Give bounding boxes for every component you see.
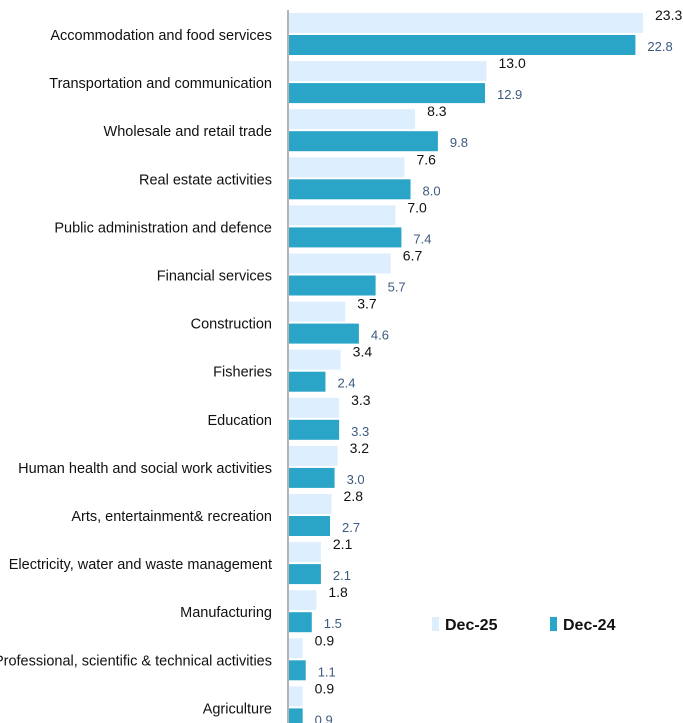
- bars-group: [289, 13, 643, 723]
- value-label-dec-25-real-estate-activities: 7.6: [416, 151, 436, 167]
- category-label-electricity-water-and-waste-management: Electricity, water and waste management: [9, 557, 272, 573]
- bar-dec-25-financial-services: [289, 253, 391, 274]
- category-label-fisheries: Fisheries: [213, 365, 272, 381]
- bar-dec-24-transportation-and-communication: [289, 83, 485, 104]
- bar-dec-24-wholesale-and-retail-trade: [289, 131, 438, 152]
- bar-dec-25-real-estate-activities: [289, 157, 405, 178]
- legend-label-dec-24: Dec-24: [563, 617, 616, 634]
- legend-swatch-dec-24: [550, 617, 557, 631]
- bar-dec-24-human-health-and-social-work-activities: [289, 467, 335, 488]
- value-label-dec-24-agriculture: 0.9: [315, 712, 333, 723]
- value-label-dec-24-real-estate-activities: 8.0: [423, 183, 441, 198]
- bar-dec-24-agriculture: [289, 708, 303, 723]
- value-label-dec-24-construction: 4.6: [371, 328, 389, 343]
- category-label-transportation-and-communication: Transportation and communication: [49, 76, 272, 92]
- value-label-dec-24-public-administration-and-defence: 7.4: [413, 231, 431, 246]
- value-label-dec-24-fisheries: 2.4: [337, 376, 355, 391]
- bar-dec-25-agriculture: [289, 686, 303, 707]
- value-label-dec-25-arts-entertainment-recreation: 2.8: [344, 488, 364, 504]
- value-label-dec-25-financial-services: 6.7: [403, 248, 423, 264]
- value-label-dec-25-construction: 3.7: [357, 296, 377, 312]
- legend: Dec-25 Dec-24: [432, 617, 616, 634]
- value-label-dec-25-professional-scientific-technical-activities: 0.9: [315, 632, 335, 648]
- bar-dec-25-accommodation-and-food-services: [289, 13, 643, 33]
- value-label-dec-25-education: 3.3: [351, 392, 371, 408]
- value-label-dec-25-human-health-and-social-work-activities: 3.2: [350, 440, 370, 456]
- bar-dec-25-construction: [289, 301, 346, 322]
- value-label-dec-25-public-administration-and-defence: 7.0: [407, 199, 427, 215]
- value-label-dec-24-professional-scientific-technical-activities: 1.1: [318, 664, 336, 679]
- bar-dec-24-accommodation-and-food-services: [289, 35, 636, 55]
- category-label-wholesale-and-retail-trade: Wholesale and retail trade: [104, 124, 272, 140]
- value-label-dec-24-manufacturing: 1.5: [324, 616, 342, 631]
- bar-dec-24-professional-scientific-technical-activities: [289, 660, 306, 681]
- category-label-agriculture: Agriculture: [203, 701, 272, 717]
- category-label-manufacturing: Manufacturing: [180, 605, 272, 621]
- category-label-education: Education: [208, 413, 273, 429]
- category-label-financial-services: Financial services: [157, 269, 272, 285]
- bar-dec-24-electricity-water-and-waste-management: [289, 564, 321, 585]
- legend-label-dec-25: Dec-25: [445, 617, 498, 634]
- value-label-dec-25-transportation-and-communication: 13.0: [499, 55, 526, 71]
- bar-dec-25-arts-entertainment-recreation: [289, 494, 332, 514]
- value-label-dec-24-accommodation-and-food-services: 22.8: [647, 39, 672, 54]
- legend-swatch-dec-25: [432, 617, 439, 631]
- bar-dec-24-arts-entertainment-recreation: [289, 516, 331, 536]
- bar-dec-25-fisheries: [289, 349, 341, 370]
- value-label-dec-24-financial-services: 5.7: [388, 280, 406, 295]
- bar-dec-25-public-administration-and-defence: [289, 205, 396, 226]
- bar-dec-25-human-health-and-social-work-activities: [289, 445, 338, 466]
- category-label-professional-scientific-technical-activities: Professional, scientific & technical act…: [0, 653, 272, 669]
- value-label-dec-25-agriculture: 0.9: [315, 680, 335, 696]
- bar-dec-24-financial-services: [289, 275, 376, 296]
- value-label-dec-24-arts-entertainment-recreation: 2.7: [342, 520, 360, 535]
- category-label-real-estate-activities: Real estate activities: [139, 172, 272, 188]
- category-label-accommodation-and-food-services: Accommodation and food services: [50, 28, 272, 44]
- value-label-dec-24-electricity-water-and-waste-management: 2.1: [333, 568, 351, 583]
- value-label-dec-24-wholesale-and-retail-trade: 9.8: [450, 135, 468, 150]
- bar-dec-25-manufacturing: [289, 590, 317, 611]
- bar-dec-25-transportation-and-communication: [289, 61, 487, 82]
- category-label-construction: Construction: [191, 317, 272, 333]
- category-label-arts-entertainment-recreation: Arts, entertainment& recreation: [71, 509, 272, 525]
- bar-dec-25-education: [289, 397, 340, 418]
- value-label-dec-25-fisheries: 3.4: [353, 344, 373, 360]
- bar-dec-24-real-estate-activities: [289, 179, 411, 200]
- value-label-dec-24-human-health-and-social-work-activities: 3.0: [347, 472, 365, 487]
- bar-dec-25-professional-scientific-technical-activities: [289, 638, 303, 659]
- value-label-dec-24-transportation-and-communication: 12.9: [497, 87, 522, 102]
- bar-dec-24-manufacturing: [289, 612, 312, 633]
- bar-dec-25-electricity-water-and-waste-management: [289, 542, 321, 563]
- labels-group: Accommodation and food services 23.3 22.8 T…: [0, 7, 682, 723]
- bar-dec-24-fisheries: [289, 371, 326, 392]
- category-label-public-administration-and-defence: Public administration and defence: [54, 220, 272, 236]
- category-label-human-health-and-social-work-activities: Human health and social work activities: [18, 461, 272, 477]
- bar-dec-25-wholesale-and-retail-trade: [289, 109, 416, 130]
- value-label-dec-24-education: 3.3: [351, 424, 369, 439]
- value-label-dec-25-electricity-water-and-waste-management: 2.1: [333, 536, 353, 552]
- bar-dec-24-public-administration-and-defence: [289, 227, 402, 248]
- value-label-dec-25-accommodation-and-food-services: 23.3: [655, 7, 682, 23]
- bar-dec-24-education: [289, 419, 340, 440]
- value-label-dec-25-manufacturing: 1.8: [328, 584, 348, 600]
- bar-dec-24-construction: [289, 323, 359, 344]
- value-label-dec-25-wholesale-and-retail-trade: 8.3: [427, 103, 447, 119]
